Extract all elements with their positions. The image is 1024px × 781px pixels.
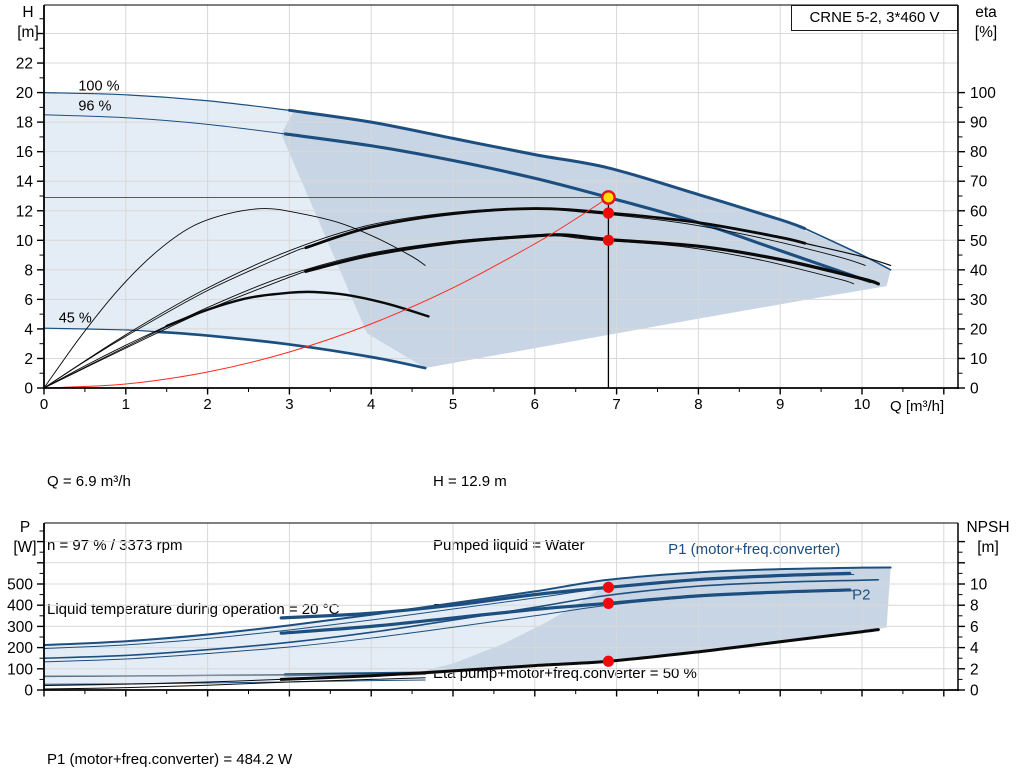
- svg-text:10: 10: [970, 351, 988, 368]
- svg-text:4: 4: [970, 640, 979, 657]
- svg-text:0: 0: [24, 683, 33, 700]
- svg-text:12: 12: [16, 203, 33, 220]
- eta-pump-97pct: [43, 208, 866, 389]
- p2-97pct: [279, 588, 852, 635]
- label-45pct: 45 %: [59, 310, 92, 326]
- qh-100pct: [803, 227, 892, 271]
- svg-text:0: 0: [970, 381, 979, 398]
- svg-text:16: 16: [16, 144, 33, 161]
- svg-text:400: 400: [7, 598, 33, 615]
- svg-text:70: 70: [970, 174, 988, 191]
- svg-text:20: 20: [16, 85, 34, 102]
- svg-text:2: 2: [203, 396, 211, 413]
- power-right-axis-title: [m]: [977, 539, 999, 556]
- qh-45pct: [43, 327, 160, 333]
- svg-text:6: 6: [24, 292, 33, 309]
- svg-text:8: 8: [24, 262, 33, 279]
- duty-point: [601, 190, 616, 205]
- svg-text:4: 4: [24, 321, 33, 338]
- npsh-100pct: [43, 678, 282, 687]
- power-results: P1 (motor+freq.converter) = 484.2 W P2 =…: [47, 706, 292, 781]
- eta-total-97pct: [43, 234, 855, 389]
- label-96pct: 96 %: [78, 98, 111, 114]
- power-right-axis-title: NPSH: [966, 519, 1009, 536]
- svg-text:9: 9: [776, 396, 784, 413]
- svg-text:6: 6: [970, 619, 979, 636]
- eta-pump-45pct: [43, 208, 426, 389]
- result-line: H = 12.9 m: [433, 472, 507, 490]
- p1-97pct: [279, 571, 852, 620]
- svg-text:10: 10: [854, 396, 871, 413]
- svg-text:22: 22: [16, 56, 33, 73]
- svg-text:5: 5: [449, 396, 457, 413]
- svg-text:80: 80: [970, 144, 988, 161]
- system-curve: [43, 196, 609, 389]
- svg-text:3: 3: [285, 396, 293, 413]
- npsh-point: [602, 655, 615, 667]
- svg-text:100: 100: [970, 85, 996, 102]
- eta-pump-100pct: [304, 207, 807, 250]
- svg-text:200: 200: [7, 640, 33, 657]
- qh-45pct: [157, 330, 427, 370]
- svg-text:8: 8: [694, 396, 702, 413]
- eta-total-point: [602, 234, 615, 246]
- qh-right-axis-title: eta: [975, 4, 997, 21]
- result-line: Q = 6.9 m³/h: [47, 472, 131, 490]
- eta-pump-point: [602, 207, 615, 219]
- power-left-axis-title: [W]: [13, 539, 36, 556]
- qh-97pct: [283, 132, 872, 284]
- qh-eta-chart[interactable]: 0 1 2 3 4 5 6 7 8 9 10 Q [m³/h]02468101214161820220…: [0, 0, 1024, 425]
- svg-text:0: 0: [24, 381, 33, 398]
- svg-text:Q [m³/h]: Q [m³/h]: [890, 398, 944, 415]
- svg-text:0: 0: [40, 396, 48, 413]
- svg-text:10: 10: [970, 577, 988, 594]
- svg-text:2: 2: [970, 661, 979, 678]
- qh-left-axis-title: [m]: [17, 24, 39, 41]
- qh-100pct: [43, 92, 290, 111]
- svg-text:500: 500: [7, 577, 33, 594]
- svg-text:0: 0: [970, 683, 979, 700]
- svg-text:90: 90: [970, 115, 988, 132]
- svg-text:18: 18: [16, 115, 33, 132]
- svg-text:10: 10: [16, 233, 34, 250]
- p1-100pct: [43, 566, 892, 647]
- power-npsh-chart[interactable]: 0 100 200 300 400 500 0 2 4 6 8 10 P [W] NPSH [m] P1 (mo…: [0, 515, 1024, 715]
- p2-point: [602, 597, 615, 609]
- eta-total-45pct: [165, 290, 430, 328]
- eta-pump-100pct: [804, 242, 892, 267]
- svg-text:6: 6: [531, 396, 539, 413]
- power-left-axis-title: P: [20, 519, 30, 536]
- svg-text:7: 7: [612, 396, 620, 413]
- svg-text:4: 4: [367, 396, 375, 413]
- qh-left-axis-title: H: [22, 4, 33, 21]
- qh-right-axis-title: [%]: [975, 24, 997, 41]
- npsh-45pct: [43, 677, 426, 690]
- p1-point: [602, 581, 615, 593]
- svg-text:100: 100: [7, 661, 33, 678]
- pump-title-box: CRNE 5-2, 3*460 V: [791, 5, 958, 31]
- result-line: P1 (motor+freq.converter) = 484.2 W: [47, 750, 293, 768]
- svg-text:8: 8: [970, 598, 979, 615]
- label-100pct: 100 %: [78, 78, 119, 94]
- svg-text:20: 20: [970, 321, 988, 338]
- svg-text:2: 2: [24, 351, 33, 368]
- svg-text:1: 1: [122, 396, 130, 413]
- svg-text:40: 40: [970, 262, 988, 279]
- svg-text:14: 14: [16, 174, 34, 191]
- qh-100pct: [287, 108, 807, 230]
- svg-text:30: 30: [970, 292, 988, 309]
- qh-97pct: [43, 114, 286, 135]
- label-p2: P2: [852, 586, 870, 603]
- power-duty-region: [399, 567, 891, 677]
- svg-text:50: 50: [970, 233, 988, 250]
- label-p1: P1 (motor+freq.converter): [668, 541, 840, 558]
- eta-total-100pct: [304, 233, 880, 286]
- svg-text:300: 300: [7, 619, 33, 636]
- eta-total-45pct: [43, 325, 168, 389]
- svg-text:60: 60: [970, 203, 988, 220]
